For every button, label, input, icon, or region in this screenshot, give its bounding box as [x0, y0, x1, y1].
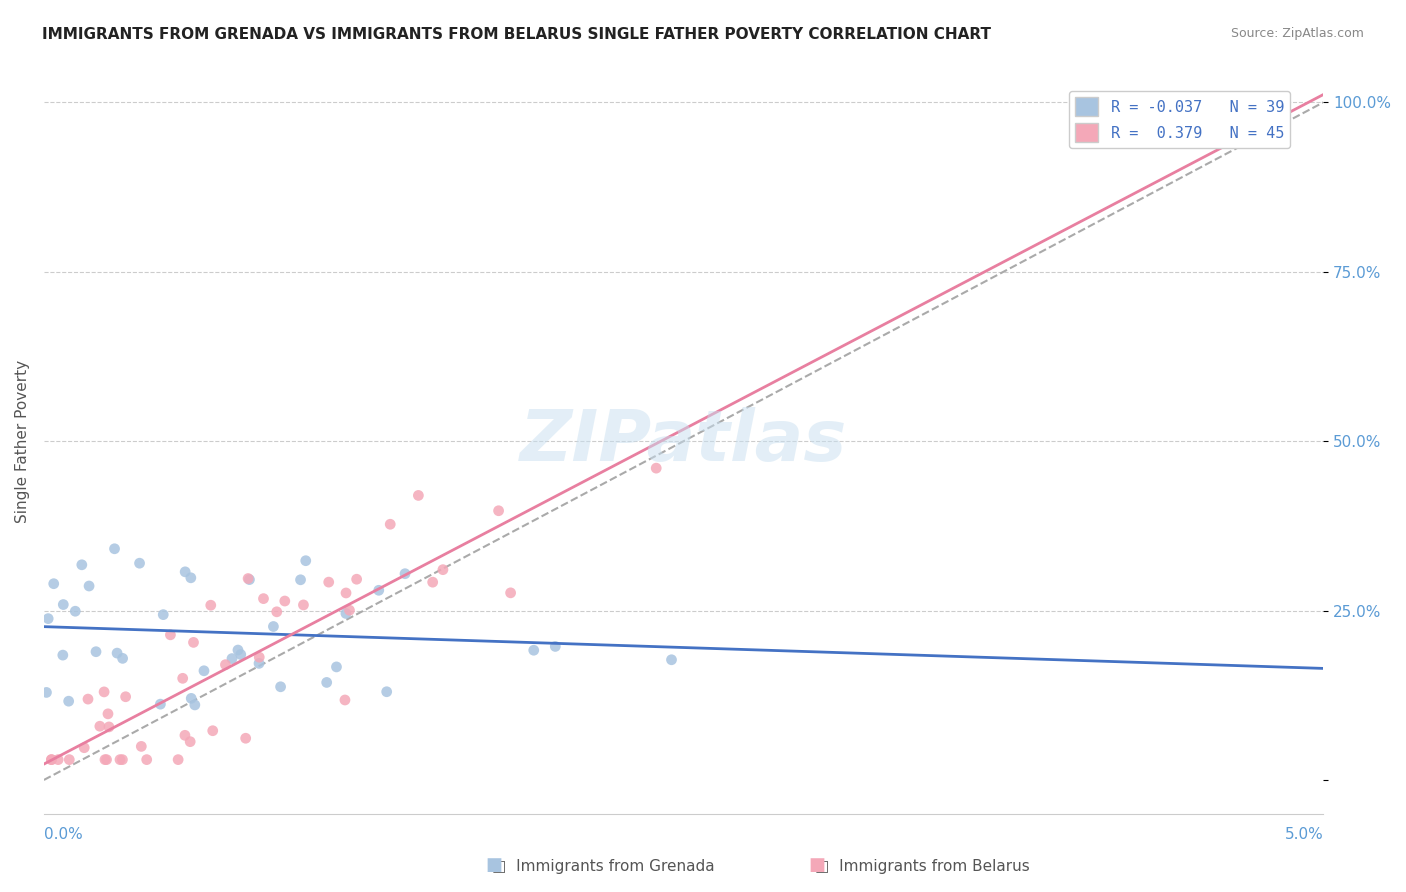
Point [167, 753, 190, 767]
Point [77, 692, 100, 706]
Text: 0.0%: 0.0% [44, 828, 83, 842]
Point [35, 685, 58, 699]
Point [89, 719, 111, 733]
Legend: R = -0.037   N = 39, R =  0.379   N = 45: R = -0.037 N = 39, R = 0.379 N = 45 [1070, 91, 1291, 148]
Point [41, 753, 63, 767]
Point [93, 685, 115, 699]
Point [315, 675, 337, 690]
Point [274, 594, 297, 608]
Point [335, 586, 357, 600]
Point [201, 723, 224, 738]
Point [159, 628, 181, 642]
Point [645, 461, 668, 475]
Point [103, 541, 125, 556]
Point [290, 573, 312, 587]
Point [77, 579, 100, 593]
Point [184, 698, 207, 712]
Point [380, 517, 402, 532]
Point [247, 650, 270, 665]
Point [408, 488, 430, 502]
Point [375, 684, 398, 698]
Text: □  Immigrants from Belarus: □ Immigrants from Belarus [815, 859, 1031, 874]
Y-axis label: Single Father Poverty: Single Father Poverty [15, 359, 30, 523]
Point [346, 572, 368, 586]
Point [58, 694, 80, 708]
Point [131, 739, 153, 754]
Point [94, 753, 117, 767]
Point [252, 591, 274, 606]
Text: 5.0%: 5.0% [1285, 828, 1323, 842]
Point [235, 731, 257, 746]
Point [70, 558, 93, 572]
Text: □  Immigrants from Grenada: □ Immigrants from Grenada [492, 859, 714, 874]
Point [73, 740, 96, 755]
Point [294, 554, 316, 568]
Point [180, 691, 202, 706]
Point [214, 657, 236, 672]
Point [96, 753, 118, 767]
Text: Source: ZipAtlas.com: Source: ZipAtlas.com [1230, 27, 1364, 40]
Point [84, 645, 107, 659]
Text: ■: ■ [808, 856, 825, 874]
Point [97, 706, 120, 721]
Point [229, 648, 252, 662]
Point [152, 607, 174, 622]
Text: ■: ■ [485, 856, 502, 874]
Point [58, 753, 80, 767]
Point [52, 598, 75, 612]
Point [65, 604, 87, 618]
Point [270, 680, 292, 694]
Point [105, 646, 128, 660]
Point [422, 575, 444, 590]
Point [247, 657, 270, 671]
Point [174, 565, 197, 579]
Point [128, 556, 150, 570]
Point [111, 651, 134, 665]
Point [236, 572, 259, 586]
Point [183, 635, 205, 649]
Point [335, 607, 357, 621]
Point [544, 640, 567, 654]
Point [318, 575, 340, 590]
Point [262, 619, 284, 633]
Point [292, 598, 315, 612]
Point [174, 728, 197, 742]
Point [221, 651, 243, 665]
Point [149, 697, 172, 711]
Point [325, 660, 347, 674]
Point [172, 671, 194, 685]
Point [394, 566, 416, 581]
Point [193, 664, 215, 678]
Point [499, 586, 522, 600]
Point [179, 734, 201, 748]
Text: ZIPatlas: ZIPatlas [520, 407, 848, 475]
Point [200, 599, 222, 613]
Point [432, 563, 454, 577]
Point [114, 690, 136, 704]
Point [661, 653, 683, 667]
Point [108, 753, 131, 767]
Point [180, 571, 202, 585]
Point [339, 603, 361, 617]
Point [226, 643, 249, 657]
Point [42, 576, 65, 591]
Point [238, 573, 260, 587]
Point [135, 753, 157, 767]
Point [266, 605, 288, 619]
Point [46, 753, 69, 767]
Point [41, 753, 63, 767]
Point [367, 583, 389, 598]
Point [52, 648, 75, 662]
Point [488, 504, 510, 518]
Point [333, 693, 356, 707]
Text: IMMIGRANTS FROM GRENADA VS IMMIGRANTS FROM BELARUS SINGLE FATHER POVERTY CORRELA: IMMIGRANTS FROM GRENADA VS IMMIGRANTS FR… [42, 27, 991, 42]
Point [37, 612, 59, 626]
Point [97, 720, 120, 734]
Point [111, 753, 134, 767]
Point [523, 643, 546, 657]
